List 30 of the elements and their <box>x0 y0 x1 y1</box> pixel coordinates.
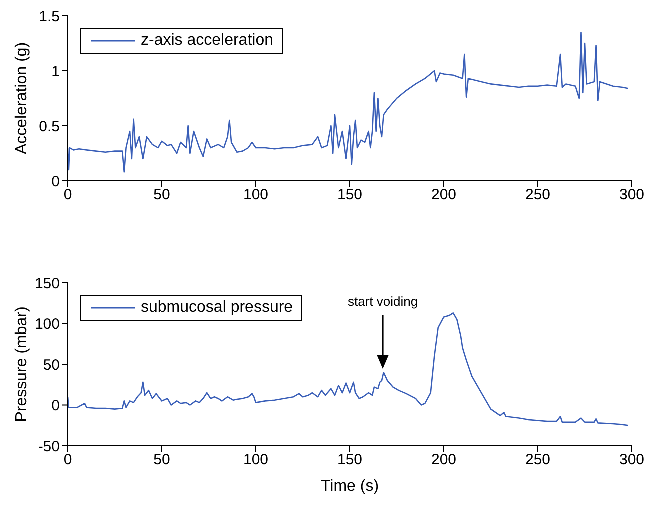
y-tick-label: -50 <box>38 438 60 456</box>
x-tick-label: 0 <box>64 452 72 469</box>
x-tick-label: 200 <box>431 452 457 469</box>
x-tick-label: 0 <box>64 186 72 204</box>
legend-label: z-axis acceleration <box>141 32 274 50</box>
x-tick-label: 300 <box>619 186 645 204</box>
y-axis-title: Acceleration (g) <box>14 42 30 155</box>
y-tick-label: 100 <box>34 316 60 334</box>
x-tick-label: 100 <box>243 186 269 204</box>
x-tick-label: 250 <box>525 452 551 469</box>
legend-label: submucosal pressure <box>141 299 294 317</box>
x-tick-label: 100 <box>243 452 269 469</box>
x-tick-label: 50 <box>154 452 170 469</box>
y-tick-label: 150 <box>34 275 60 292</box>
x-tick-label: 250 <box>525 186 551 204</box>
y-tick-label: 50 <box>43 356 60 374</box>
x-tick-label: 50 <box>154 186 170 204</box>
x-tick-label: 300 <box>619 452 645 469</box>
y-tick-label: 0 <box>52 398 60 415</box>
y-axis-title: Pressure (mbar) <box>14 306 30 422</box>
x-axis-title: Time (s) <box>320 478 380 495</box>
line-series <box>68 32 629 173</box>
x-tick-label: 150 <box>337 186 363 204</box>
x-tick-label: 150 <box>337 452 363 469</box>
y-tick-label: 1 <box>52 63 60 80</box>
annotation: start voiding <box>348 294 418 309</box>
y-tick-label: 1.5 <box>39 8 60 26</box>
y-tick-label: 0 <box>52 173 60 190</box>
x-tick-label: 200 <box>431 186 457 204</box>
y-tick-label: 0.5 <box>39 118 60 136</box>
